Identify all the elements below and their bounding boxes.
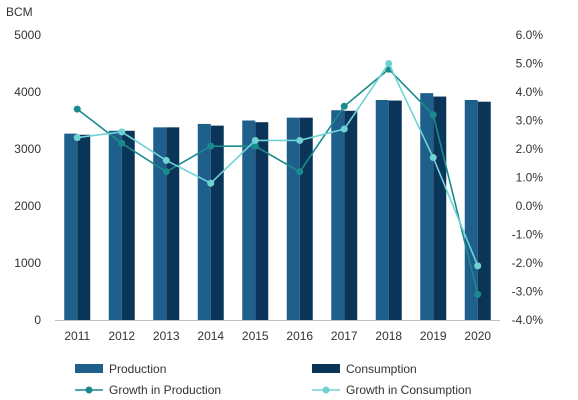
y-left-tick-label: 2000 — [14, 199, 41, 213]
bar-production — [108, 130, 122, 320]
bars — [64, 93, 491, 321]
y-right-tick-label: -2.0% — [512, 256, 544, 270]
y-right-tick-label: 0.0% — [516, 199, 544, 213]
lines — [73, 60, 482, 298]
y-left-tick-label: 0 — [34, 313, 41, 327]
point-growth-in-consumption — [429, 154, 437, 162]
point-growth-in-consumption — [340, 125, 348, 133]
bar-consumption — [433, 96, 447, 320]
y-left-tick-label: 4000 — [14, 85, 41, 99]
bar-consumption — [388, 100, 402, 320]
y-right-tick-label: 3.0% — [516, 114, 544, 128]
legend-item-production: Production — [75, 362, 166, 376]
x-tick-label: 2012 — [108, 329, 135, 343]
legend-label: Growth in Production — [109, 383, 221, 397]
y-right-tick-label: -4.0% — [512, 313, 544, 327]
bar-consumption — [77, 134, 91, 320]
bar-production — [64, 133, 78, 320]
y-left-tick-label: 3000 — [14, 142, 41, 156]
x-tick-label: 2013 — [153, 329, 180, 343]
x-tick-label: 2015 — [242, 329, 269, 343]
bar-consumption — [210, 125, 224, 320]
legend-label: Growth in Consumption — [346, 383, 471, 397]
bar-production — [153, 127, 167, 320]
y-left-tick-label: 5000 — [14, 28, 41, 42]
y-right-tick-label: 5.0% — [516, 57, 544, 71]
bar-production — [286, 117, 300, 321]
point-growth-in-consumption — [296, 136, 304, 144]
y-right-tick-label: -1.0% — [512, 228, 544, 242]
legend: Production Consumption Growth in Productio… — [75, 362, 471, 397]
bar-consumption — [477, 101, 491, 320]
bar-production — [197, 123, 211, 320]
point-growth-in-production — [73, 105, 81, 113]
point-growth-in-consumption — [73, 134, 81, 142]
point-growth-in-production — [207, 142, 215, 150]
legend-swatch — [75, 364, 103, 373]
bar-production — [242, 120, 256, 320]
point-growth-in-consumption — [251, 136, 259, 144]
line-growth-in-production — [76, 68, 479, 295]
y-right-tick-label: 1.0% — [516, 171, 544, 185]
y-right-tick-label: 2.0% — [516, 142, 544, 156]
bar-production — [375, 99, 389, 320]
point-growth-in-consumption — [474, 262, 482, 270]
point-growth-in-production — [162, 168, 170, 176]
point-growth-in-production — [118, 139, 126, 147]
x-tick-label: 2016 — [286, 329, 313, 343]
x-tick-label: 2019 — [420, 329, 447, 343]
legend-swatch-marker — [322, 386, 330, 394]
x-tick-label: 2017 — [331, 329, 358, 343]
y-right-tick-label: 6.0% — [516, 28, 544, 42]
bar-consumption — [255, 122, 269, 321]
legend-label: Consumption — [346, 362, 417, 376]
x-tick-label: 2014 — [197, 329, 224, 343]
y-right-tick-label: -3.0% — [512, 285, 544, 299]
y-right-tick-label: 4.0% — [516, 85, 544, 99]
line-growth-in-consumption — [77, 61, 479, 267]
bar-consumption — [344, 110, 358, 320]
point-growth-in-production — [340, 102, 348, 110]
legend-label: Production — [109, 362, 166, 376]
point-growth-in-production — [251, 142, 259, 150]
point-growth-in-consumption — [118, 128, 126, 136]
point-growth-in-production — [296, 168, 304, 176]
bar-consumption — [121, 130, 135, 320]
y-left-tick-label: 1000 — [14, 256, 41, 270]
axes: BCM 0 1000 2000 3000 4000 5000 6.0% 5.0% 4.0% 3.0%… — [6, 5, 543, 343]
legend-item-growth-in-production: Growth in Production — [75, 383, 221, 397]
bar-consumption — [166, 127, 180, 320]
legend-swatch-marker — [85, 386, 93, 394]
point-growth-in-consumption — [385, 60, 393, 67]
legend-swatch — [312, 364, 340, 373]
point-growth-in-consumption — [207, 179, 215, 187]
legend-item-growth-in-consumption: Growth in Consumption — [312, 383, 471, 397]
bar-production — [420, 93, 434, 320]
point-growth-in-production — [429, 111, 437, 119]
point-growth-in-production — [474, 290, 482, 298]
legend-item-consumption: Consumption — [312, 362, 417, 376]
point-growth-in-consumption — [162, 156, 170, 164]
x-tick-label: 2011 — [64, 329, 90, 343]
x-tick-label: 2020 — [464, 329, 491, 343]
bar-production — [331, 110, 345, 321]
unit-label: BCM — [6, 5, 33, 19]
x-tick-label: 2018 — [375, 329, 402, 343]
bar-consumption — [299, 117, 313, 321]
